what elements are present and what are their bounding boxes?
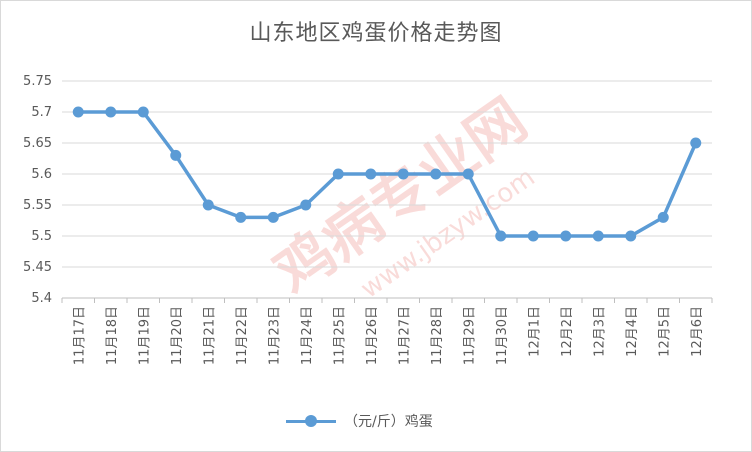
x-tick-label: 11月29日 [462, 306, 477, 365]
x-tick-label: 11月27日 [397, 306, 412, 365]
data-point [527, 230, 539, 242]
data-point [105, 106, 117, 118]
data-point [592, 230, 604, 242]
data-point [462, 168, 474, 180]
x-tick-label: 11月24日 [300, 306, 315, 365]
data-point [560, 230, 572, 242]
y-tick-label: 5.75 [23, 74, 52, 89]
y-tick-label: 5.7 [31, 105, 52, 120]
data-point [430, 168, 442, 180]
data-point [657, 211, 669, 223]
x-tick-label: 11月22日 [235, 306, 250, 365]
data-point [300, 199, 312, 211]
x-tick-label: 11月19日 [137, 306, 152, 365]
data-point [397, 168, 409, 180]
y-tick-label: 5.55 [23, 198, 52, 213]
x-tick-label: 12月3日 [592, 306, 607, 357]
data-point [137, 106, 149, 118]
x-tick-label: 12月4日 [625, 306, 640, 357]
x-tick-label: 12月5日 [657, 306, 672, 357]
y-tick-label: 5.45 [23, 260, 52, 275]
data-point [202, 199, 214, 211]
data-point [365, 168, 377, 180]
data-point [235, 211, 247, 223]
legend-label: （元/斤）鸡蛋 [344, 414, 433, 430]
data-point [170, 149, 182, 161]
data-point [690, 137, 702, 149]
x-tick-label: 11月26日 [365, 306, 380, 365]
x-tick-label: 12月1日 [527, 306, 542, 357]
legend: （元/斤）鸡蛋 [286, 409, 433, 433]
data-point [267, 211, 279, 223]
data-point [625, 230, 637, 242]
chart-title: 山东地区鸡蛋价格走势图 [249, 21, 503, 46]
x-tick-label: 11月18日 [105, 306, 120, 365]
y-tick-label: 5.5 [31, 229, 52, 244]
x-tick-label: 11月20日 [170, 306, 185, 365]
data-point [495, 230, 507, 242]
data-point [72, 106, 84, 118]
y-tick-label: 5.6 [31, 167, 52, 182]
x-tick-label: 12月2日 [560, 306, 575, 357]
x-tick-label: 11月21日 [202, 306, 217, 365]
y-tick-label: 5.65 [23, 136, 52, 151]
legend-marker [286, 411, 336, 431]
x-tick-label: 11月30日 [495, 306, 510, 365]
x-tick-label: 11月17日 [72, 306, 87, 365]
x-tick-label: 11月25日 [332, 306, 347, 365]
data-point [332, 168, 344, 180]
y-tick-label: 5.4 [31, 291, 52, 306]
x-tick-label: 11月28日 [430, 306, 445, 365]
x-tick-label: 12月6日 [690, 306, 705, 357]
x-tick-label: 11月23日 [267, 306, 282, 365]
